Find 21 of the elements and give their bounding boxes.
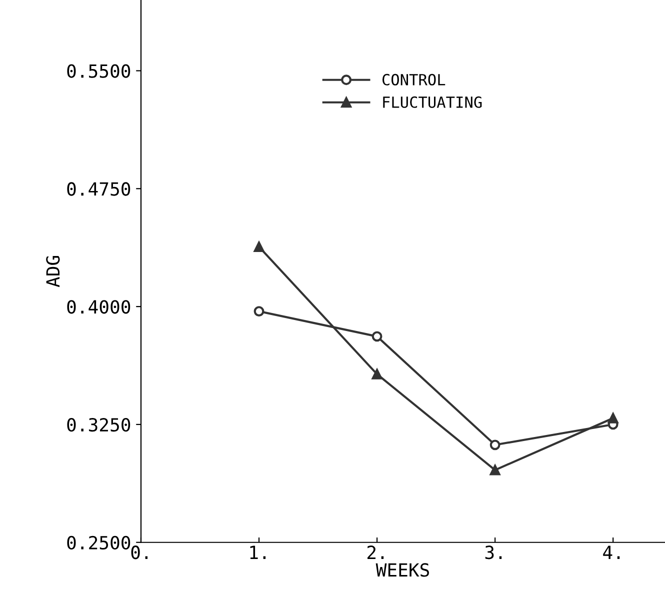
y-axis-title: ADG [46, 256, 60, 288]
x-tick-label: 0. [131, 546, 148, 560]
point [490, 440, 500, 450]
point [608, 412, 618, 424]
legend-label: FLUCTUATING [383, 96, 482, 108]
x-tick-label: 3. [485, 546, 502, 560]
point [254, 242, 264, 252]
y-tick-label: 0.4750 [67, 182, 130, 196]
y-tick-label: 0.3250 [67, 418, 130, 432]
y-tick-label: 0.2500 [67, 536, 130, 550]
x-tick-label: 1. [250, 546, 266, 559]
x-axis-title: WEEKS [376, 563, 429, 577]
y-tick-label: 0.5500 [67, 64, 130, 78]
x-tick-label: 2. [367, 546, 384, 559]
point [372, 368, 382, 380]
point [490, 464, 500, 476]
point [254, 306, 264, 316]
legend-label: CONTROL [382, 74, 446, 86]
y-tick-label: 0.4000 [67, 300, 130, 314]
point [372, 331, 382, 342]
x-tick-label: 4. [603, 546, 620, 559]
